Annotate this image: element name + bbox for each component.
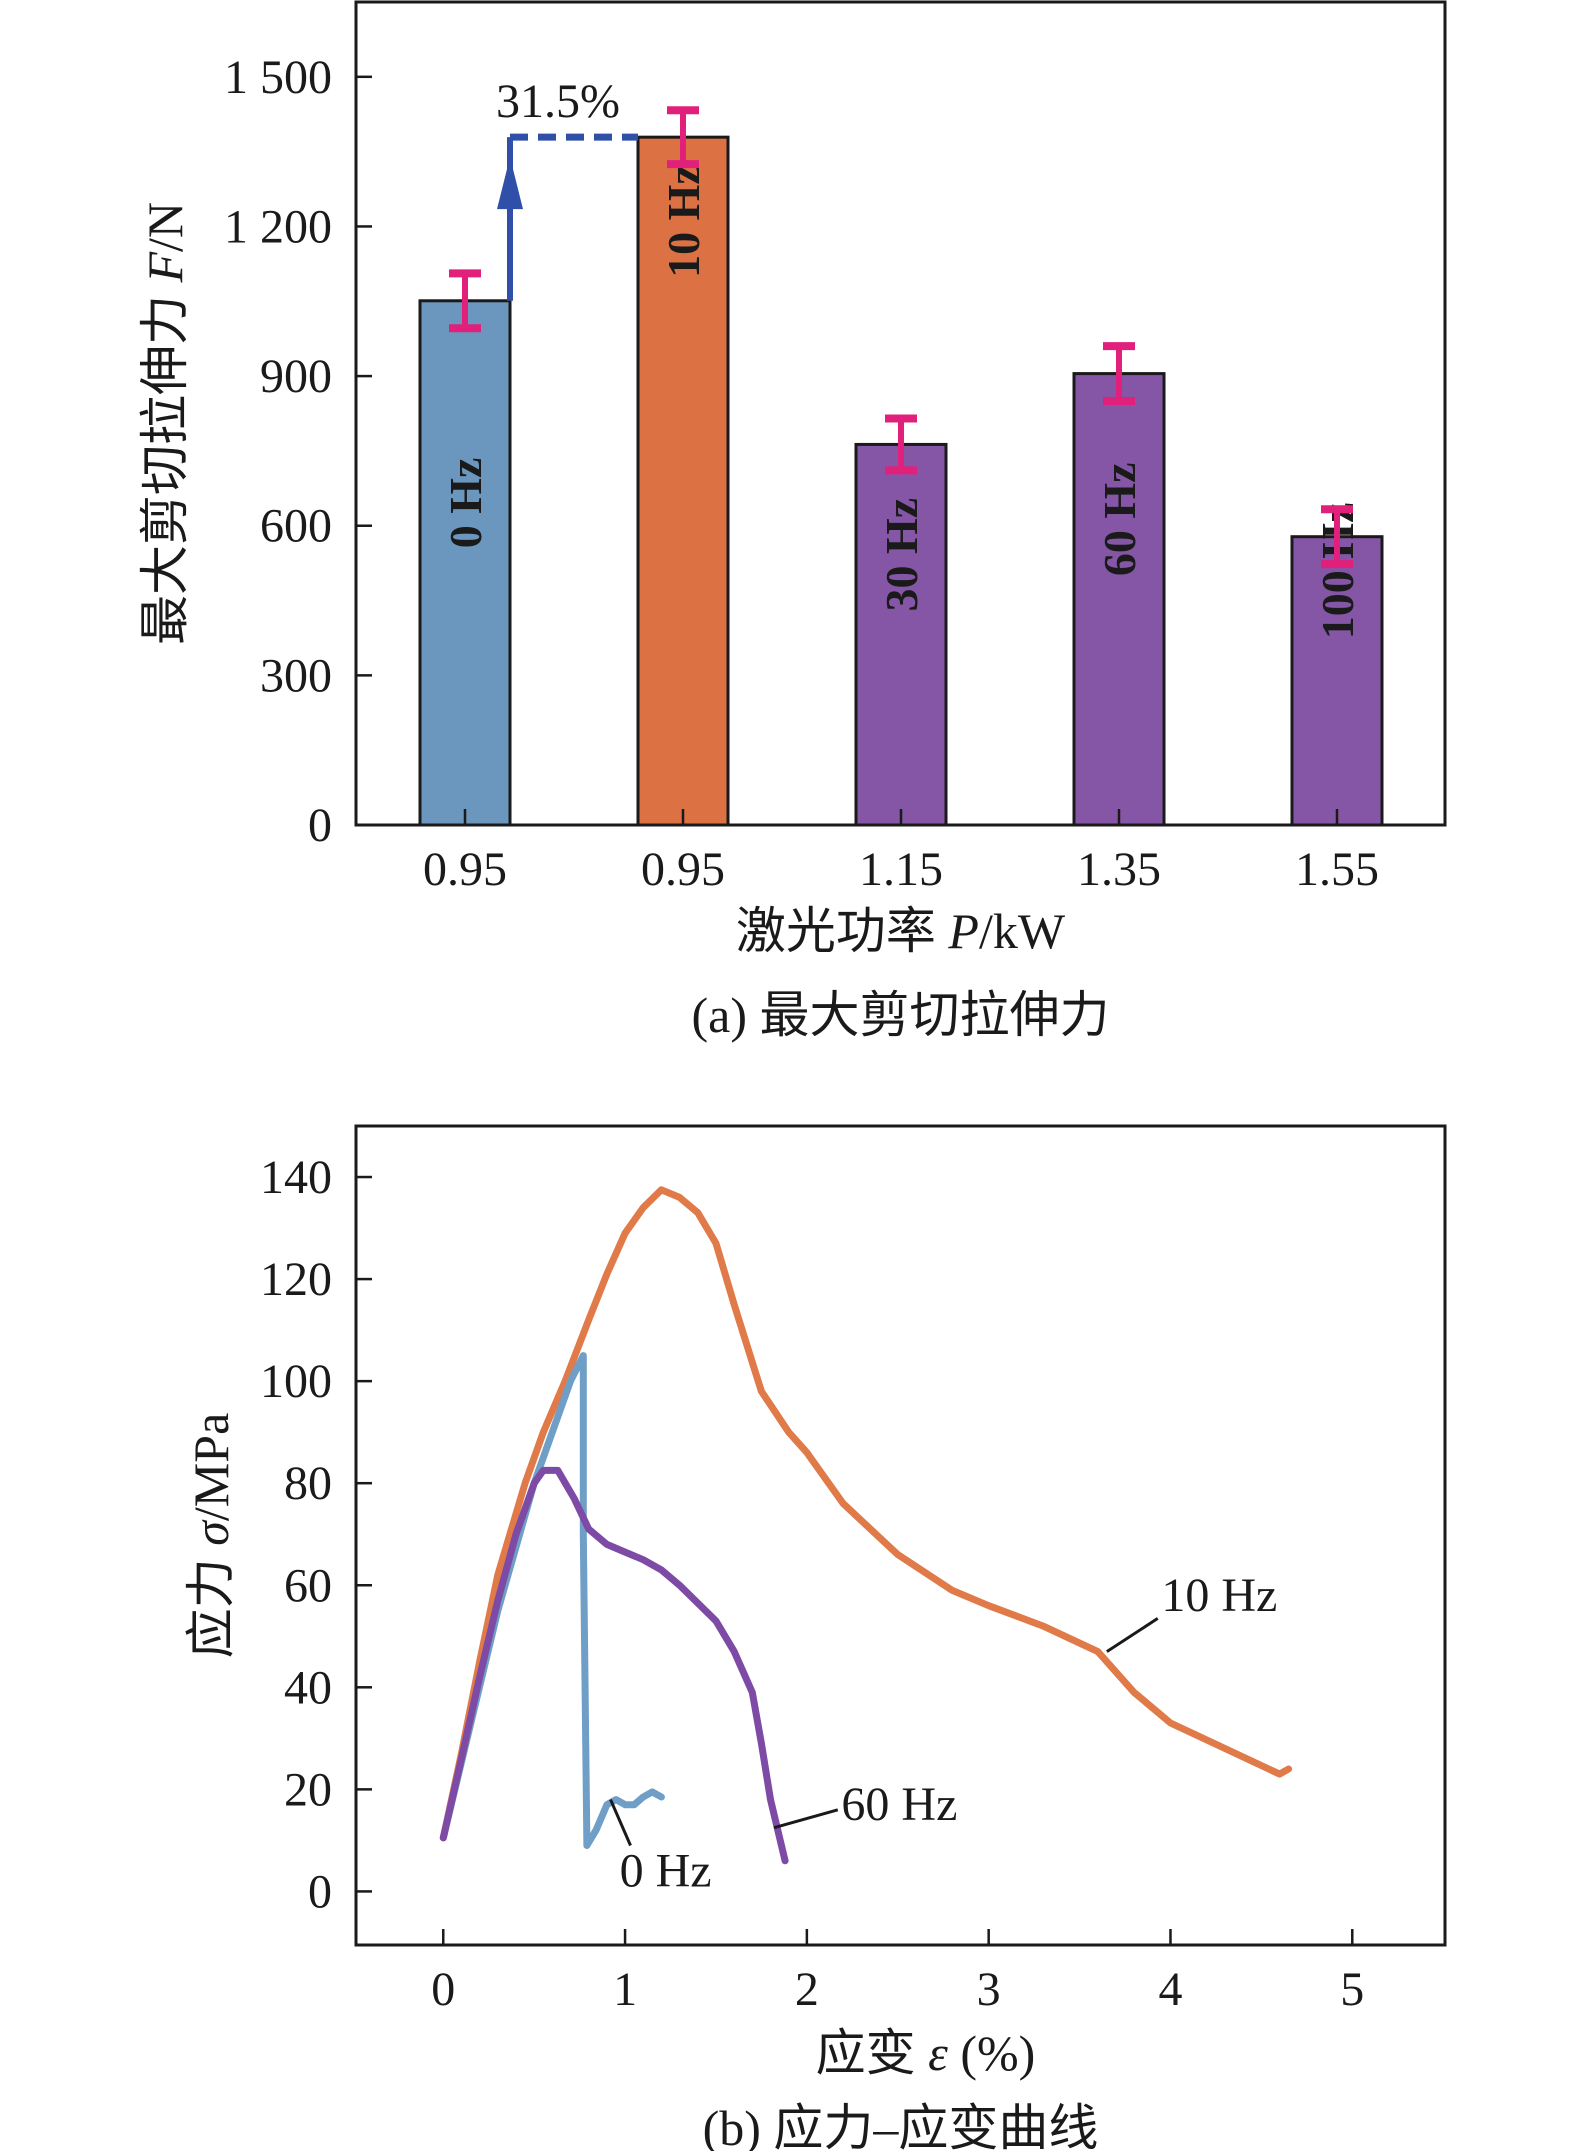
y-tick-label-3: 900 [260,350,332,403]
x-tick-label-0: 0.95 [423,843,507,896]
y-axis-label-unit: /MPa [183,1413,239,1521]
x-axis-label: 激光功率 P/kW [736,903,1066,959]
x-tick-label-1: 0.95 [641,843,725,896]
x-tick-label-3: 3 [977,1963,1001,2016]
y-tick-label-5: 100 [260,1355,332,1408]
x-tick-label-2: 1.15 [859,843,943,896]
increase-annotation: 31.5% [496,75,620,128]
y-axis-label-unit: /N [137,202,193,252]
leader-line-2 [609,1798,632,1847]
x-tick-label-3: 1.35 [1077,843,1161,896]
series-line-60hz [439,1466,789,1865]
x-axis-label-unit: (%) [948,2025,1035,2081]
y-tick-label-2: 40 [284,1661,332,1714]
chart-stress-strain: 0 1 2 3 4 5 0 20 40 60 80 100 120 140 10 Hz 60 Hz 0 Hz 应力… [183,1124,1447,2151]
y-tick-label-6: 120 [260,1253,332,1306]
y-axis-label-text: 最大剪切拉伸力 [137,283,193,646]
y-tick-label-3: 60 [284,1559,332,1612]
bar-label-0: 0 Hz [440,458,491,549]
x-tick-label-1: 1 [613,1963,637,2016]
y-tick-label-4: 1 200 [224,200,332,253]
caption-b: (b) 应力–应变曲线 [703,2100,1099,2151]
x-tick-label-4: 1.55 [1295,843,1379,896]
bar-label-2: 30 Hz [876,498,927,612]
series-label-0: 10 Hz [1161,1569,1277,1622]
y-tick-label-7: 140 [260,1151,332,1204]
y-tick-label-0: 0 [308,1865,332,1918]
x-axis-label: 应变 ε (%) [816,2025,1036,2081]
y-axis-label-italic: F [137,252,193,284]
bar-label-3: 60 Hz [1094,462,1145,576]
arrow-head-icon [497,157,523,210]
x-axis-label-italic: ε [928,2025,948,2081]
leader-line-1 [773,1808,839,1830]
x-tick-label-2: 2 [795,1963,819,2016]
x-axis-label-unit: /kW [979,903,1066,959]
plot-frame [354,0,1447,827]
x-axis-label-italic: P [947,903,979,959]
x-tick-label-4: 4 [1158,1963,1182,2016]
x-tick-label-5: 5 [1340,1963,1364,2016]
plot-frame [354,1124,1447,1947]
leader-line-0 [1106,1617,1159,1653]
y-tick-label-5: 1 500 [224,51,332,104]
bar-1 [636,135,730,827]
bar-label-1: 10 Hz [658,164,709,278]
x-tick-label-0: 0 [431,1963,455,2016]
y-axis-label-text: 应力 [183,1546,239,1659]
y-tick-label-1: 20 [284,1763,332,1816]
y-axis-label: 应力 σ/MPa [183,1413,239,1659]
y-axis-label-italic: σ [183,1519,239,1546]
caption-a: (a) 最大剪切拉伸力 [692,987,1110,1043]
series-label-1: 60 Hz [841,1778,957,1831]
bar-0 [418,299,512,827]
bar-3 [1072,372,1166,827]
y-tick-label-4: 80 [284,1457,332,1510]
y-axis-label: 最大剪切拉伸力 F/N [137,202,193,645]
x-axis-label-text: 激光功率 [736,903,949,959]
series-label-2: 0 Hz [620,1844,712,1897]
y-tick-label-1: 300 [260,649,332,702]
series-line-0hz [439,1352,665,1849]
series-line-10hz [439,1186,1293,1842]
y-tick-label-0: 0 [308,799,332,852]
x-axis-label-text: 应变 [816,2025,929,2081]
y-tick-label-2: 600 [260,500,332,553]
